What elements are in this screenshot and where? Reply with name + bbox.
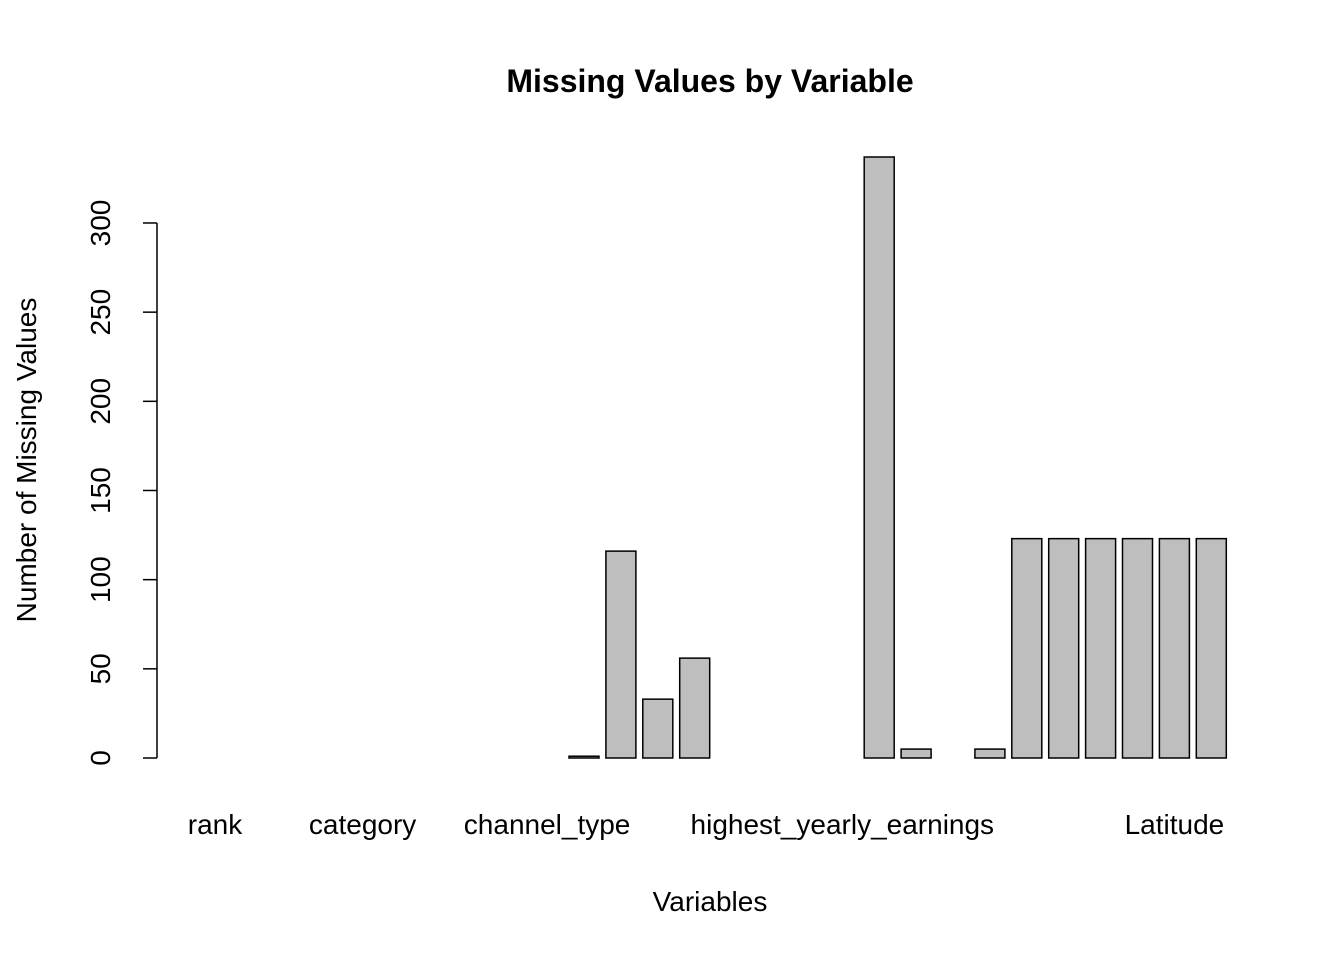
bar — [1047, 537, 1080, 759]
bar — [1121, 537, 1154, 759]
bar — [974, 748, 1006, 759]
bar — [568, 755, 600, 759]
bar — [1158, 537, 1191, 759]
bar — [678, 657, 711, 759]
y-tick-label: 300 — [85, 200, 116, 247]
bar — [1195, 537, 1228, 759]
bar — [900, 748, 932, 759]
y-tick-label: 200 — [85, 378, 116, 425]
x-axis-title: Variables — [653, 886, 768, 917]
y-tick-label: 250 — [85, 289, 116, 336]
bar — [1011, 537, 1043, 759]
chart-title: Missing Values by Variable — [506, 63, 913, 99]
y-tick-label: 150 — [85, 467, 116, 514]
bar — [642, 698, 674, 759]
x-tick-label: highest_yearly_earnings — [691, 809, 995, 840]
y-tick-label: 100 — [85, 556, 116, 603]
x-tick-label: Latitude — [1125, 809, 1225, 840]
bar — [1084, 537, 1117, 759]
bar — [605, 550, 637, 759]
bar — [863, 156, 895, 759]
y-axis-title: Number of Missing Values — [11, 298, 42, 623]
x-tick-label: channel_type — [464, 809, 631, 840]
x-tick-label: rank — [188, 809, 243, 840]
y-tick-label: 50 — [85, 653, 116, 684]
y-tick-label: 0 — [85, 750, 116, 766]
x-tick-label: category — [309, 809, 416, 840]
